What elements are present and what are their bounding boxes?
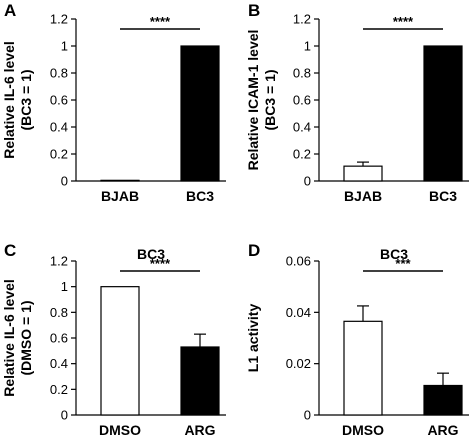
y-tick-label: 0.8 bbox=[50, 66, 68, 81]
panel-letter: C bbox=[4, 241, 16, 260]
x-category-label: BC3 bbox=[186, 188, 214, 204]
bar-arg bbox=[423, 384, 463, 416]
y-tick-label: 0.02 bbox=[286, 356, 311, 371]
panel-d: D BC3 L1 activity 0 0.02 0.04 0.06 DMSO ARG *** bbox=[245, 241, 469, 438]
y-tick-label: 0 bbox=[304, 174, 311, 189]
y-tick-label: 0 bbox=[61, 174, 68, 189]
y-tick-label: 0.4 bbox=[50, 120, 68, 135]
y-tick-label: 1.2 bbox=[50, 12, 68, 27]
x-category-label: DMSO bbox=[342, 422, 384, 438]
x-category-label: DMSO bbox=[99, 422, 141, 438]
panel-b: B Relative ICAM-1 level(BC3 = 1) 0 0.2 0.4 0.… bbox=[245, 1, 469, 204]
y-tick-label: 0.8 bbox=[293, 66, 311, 81]
significance-label: *** bbox=[395, 256, 411, 271]
y-axis-label-line: Relative IL-6 level bbox=[1, 279, 17, 397]
y-tick-label: 0.4 bbox=[293, 120, 311, 135]
bar-bjab bbox=[100, 179, 140, 182]
y-axis-label-line: (BC3 = 1) bbox=[262, 69, 278, 130]
y-tick-label: 0.6 bbox=[50, 331, 68, 346]
y-tick-label: 0.4 bbox=[50, 356, 68, 371]
panel-letter: B bbox=[248, 1, 260, 20]
bar-dmso bbox=[343, 320, 383, 416]
bar-bjab bbox=[343, 165, 383, 182]
y-tick-label: 0 bbox=[304, 408, 311, 423]
y-axis-label: Relative ICAM-1 level(BC3 = 1) bbox=[245, 30, 278, 171]
bar-bc3 bbox=[423, 45, 463, 182]
chart-title: BC3 bbox=[137, 246, 165, 262]
y-tick-label: 0.04 bbox=[286, 305, 311, 320]
y-tick-label: 0.06 bbox=[286, 254, 311, 269]
chart-title: BC3 bbox=[380, 246, 408, 262]
y-tick-label: 1.2 bbox=[293, 12, 311, 27]
y-axis-label: Relative IL-6 level(DMSO = 1) bbox=[1, 279, 34, 397]
y-tick-label: 0.2 bbox=[293, 147, 311, 162]
y-tick-label: 0 bbox=[61, 408, 68, 423]
x-category-label: ARG bbox=[184, 422, 215, 438]
x-category-label: BJAB bbox=[344, 188, 382, 204]
y-tick-label: 0.2 bbox=[50, 147, 68, 162]
significance-label: **** bbox=[393, 14, 414, 29]
x-category-label: BC3 bbox=[429, 188, 457, 204]
y-axis-label-line: (BC3 = 1) bbox=[18, 69, 34, 130]
y-tick-label: 0.8 bbox=[50, 305, 68, 320]
y-axis-label-line: (DMSO = 1) bbox=[18, 300, 34, 375]
panel-letter: D bbox=[248, 241, 260, 260]
x-category-label: BJAB bbox=[101, 188, 139, 204]
y-tick-label: 0.6 bbox=[50, 93, 68, 108]
bar-arg bbox=[180, 346, 220, 416]
y-axis-label-line: Relative IL-6 level bbox=[1, 41, 17, 159]
panel-a: A Relative IL-6 level(BC3 = 1) 0 0.2 0.4 0.6 0… bbox=[1, 1, 226, 204]
y-tick-label: 1.2 bbox=[50, 254, 68, 269]
significance-label: **** bbox=[150, 14, 171, 29]
bar-bc3 bbox=[180, 45, 220, 182]
x-category-label: ARG bbox=[427, 422, 458, 438]
y-axis-label: Relative IL-6 level(BC3 = 1) bbox=[1, 41, 34, 159]
y-tick-label: 1 bbox=[304, 39, 311, 54]
y-tick-label: 1 bbox=[61, 279, 68, 294]
y-axis-label-line: L1 activity bbox=[245, 304, 261, 373]
panel-letter: A bbox=[4, 1, 16, 20]
panel-c: C BC3 Relative IL-6 level(DMSO = 1) 0 0.2 0.4… bbox=[1, 241, 226, 438]
y-tick-label: 1 bbox=[61, 39, 68, 54]
y-axis-label: L1 activity bbox=[245, 304, 261, 373]
significance-label: **** bbox=[150, 256, 171, 271]
y-axis-label-line: Relative ICAM-1 level bbox=[245, 30, 261, 171]
y-tick-label: 0.6 bbox=[293, 93, 311, 108]
bar-dmso bbox=[100, 286, 140, 416]
y-tick-label: 0.2 bbox=[50, 382, 68, 397]
